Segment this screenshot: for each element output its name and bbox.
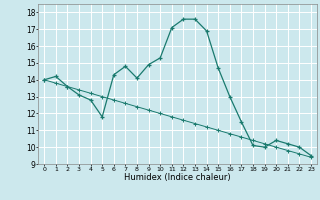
X-axis label: Humidex (Indice chaleur): Humidex (Indice chaleur)	[124, 173, 231, 182]
